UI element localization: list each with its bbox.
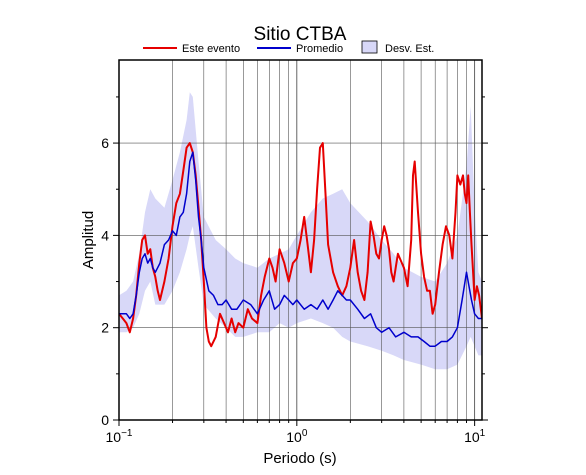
series-line-este-evento — [119, 142, 482, 348]
plot-frame — [118, 59, 483, 421]
x-tick-label: 101 — [464, 428, 486, 445]
y-tick-label: 4 — [101, 227, 109, 243]
x-tick-label: 100 — [286, 428, 308, 445]
legend-label: Este evento — [182, 43, 240, 55]
legend-label: Desv. Est. — [385, 43, 434, 55]
x-tick-label: 10−1 — [106, 428, 133, 445]
chart-title: Sitio CTBA — [254, 24, 347, 45]
y-tick-label: 0 — [101, 412, 109, 428]
legend-swatch — [361, 40, 378, 54]
series-line-promedio — [119, 151, 482, 347]
std-dev-band — [119, 92, 482, 370]
plot-area: 0 2 4 6 10−1 100 101 — [101, 59, 488, 445]
y-tick-label: 2 — [101, 320, 109, 336]
legend-label: Promedio — [296, 43, 343, 55]
y-axis-label: Amplitud — [80, 211, 97, 269]
y-tick-label: 6 — [101, 135, 109, 151]
legend: Este evento Promedio Desv. Est. — [143, 40, 434, 55]
x-axis-label: Periodo (s) — [263, 450, 336, 467]
